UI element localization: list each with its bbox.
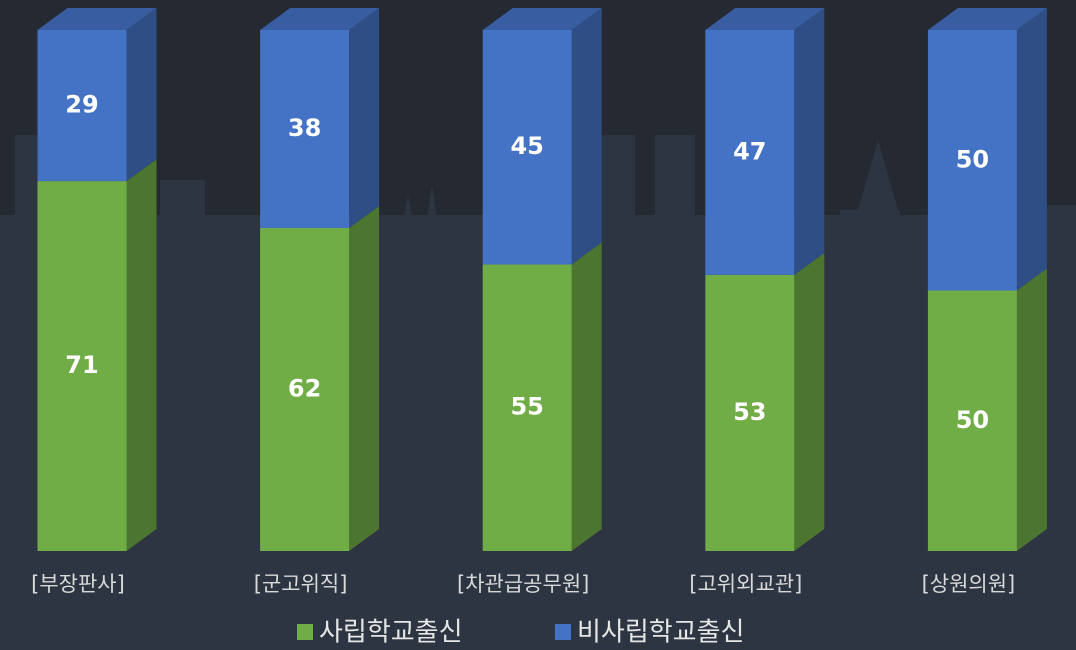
value-label: 62 — [288, 374, 321, 402]
x-tick-label: [상원의원] — [922, 572, 1016, 596]
value-label: 38 — [288, 114, 321, 142]
x-tick-label: [차관급공무원] — [457, 572, 589, 596]
bar-segment — [482, 264, 572, 551]
bar-side — [794, 8, 825, 275]
bar-side — [1016, 268, 1047, 551]
bar-side — [571, 242, 602, 551]
bar-top — [37, 8, 157, 30]
bar-segment — [37, 30, 127, 182]
bar-side — [571, 8, 602, 265]
bar-top — [927, 8, 1047, 30]
value-label: 71 — [65, 351, 98, 379]
bar-side — [1016, 8, 1047, 291]
bar-segment — [705, 30, 795, 275]
value-label: 50 — [956, 406, 989, 434]
plot: 71 29 [부장판사] 62 38 [군고위직] 55 45 [차관급공무원] 53 47 [고위외… — [31, 8, 1047, 596]
x-tick-label: [군고위직] — [254, 572, 348, 596]
bar-top — [260, 8, 380, 30]
bar-segment — [482, 30, 572, 265]
bar-side — [126, 8, 157, 182]
legend-label: 비사립학교출신 — [577, 618, 744, 648]
bar-segment — [705, 274, 795, 551]
bar-segment — [927, 290, 1017, 551]
bar-top — [705, 8, 825, 30]
legend-label: 사립학교출신 — [319, 618, 463, 648]
bar-side — [126, 159, 157, 551]
x-tick-label: [고위외교관] — [689, 572, 802, 596]
legend-swatch — [555, 624, 571, 640]
bar-segment — [260, 30, 350, 228]
value-label: 53 — [733, 398, 766, 426]
bar-side — [794, 252, 825, 551]
bar-top — [482, 8, 602, 30]
bar-segment — [927, 30, 1017, 291]
value-label: 50 — [956, 145, 989, 173]
bar-segment — [260, 227, 350, 552]
legend: 사립학교출신 비사립학교출신 — [297, 618, 744, 648]
value-label: 55 — [510, 393, 543, 421]
bar-segment — [37, 181, 127, 551]
value-label: 47 — [733, 137, 766, 165]
value-label: 45 — [510, 132, 543, 160]
bar-side — [349, 8, 380, 228]
bar-side — [349, 205, 380, 552]
legend-swatch — [297, 624, 313, 640]
value-label: 29 — [65, 91, 98, 119]
x-tick-label: [부장판사] — [31, 572, 125, 596]
